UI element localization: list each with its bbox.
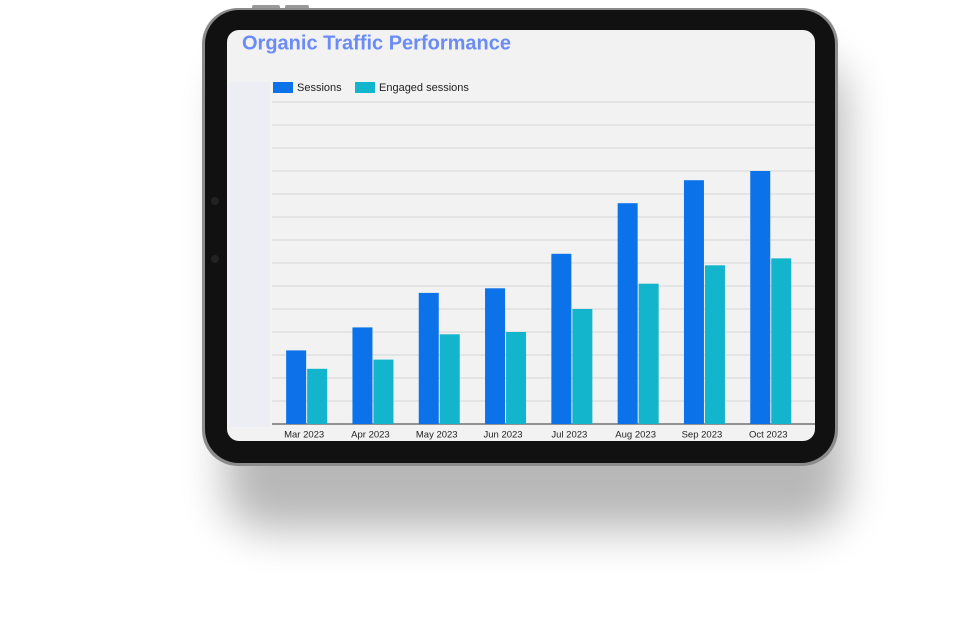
legend-label: Engaged sessions bbox=[379, 82, 469, 94]
bar bbox=[352, 327, 373, 424]
bar bbox=[771, 258, 792, 424]
chart-title: Organic Traffic Performance bbox=[242, 32, 511, 54]
bar bbox=[506, 332, 527, 424]
screen bbox=[227, 30, 815, 441]
x-tick-label: Jun 2023 bbox=[484, 430, 523, 441]
bar bbox=[683, 180, 704, 424]
bar bbox=[286, 350, 307, 424]
x-tick-label: Aug 2023 bbox=[615, 430, 656, 441]
bar bbox=[551, 253, 572, 424]
sensor bbox=[211, 255, 219, 263]
bar bbox=[373, 359, 394, 424]
x-tick-label: Apr 2023 bbox=[351, 430, 390, 441]
legend-swatch bbox=[355, 82, 375, 93]
bar bbox=[638, 283, 659, 424]
x-tick-label: Jul 2023 bbox=[551, 430, 587, 441]
bar bbox=[572, 309, 593, 424]
bar bbox=[307, 368, 328, 424]
bar bbox=[617, 203, 638, 424]
x-tick-label: Oct 2023 bbox=[749, 430, 788, 441]
bar bbox=[485, 288, 506, 424]
side-panel bbox=[230, 82, 270, 427]
legend-label: Sessions bbox=[297, 82, 342, 94]
camera bbox=[211, 197, 219, 205]
chart: Sessions Engaged sessions Mar 2023 Apr 2023… bbox=[272, 82, 815, 441]
bar bbox=[750, 171, 771, 424]
x-tick-label: Sep 2023 bbox=[682, 430, 723, 441]
x-tick-label: Mar 2023 bbox=[284, 430, 324, 441]
bar bbox=[418, 292, 439, 424]
legend-swatch bbox=[273, 82, 293, 93]
x-tick-label: May 2023 bbox=[416, 430, 458, 441]
bar bbox=[704, 265, 725, 424]
bar bbox=[439, 334, 460, 424]
